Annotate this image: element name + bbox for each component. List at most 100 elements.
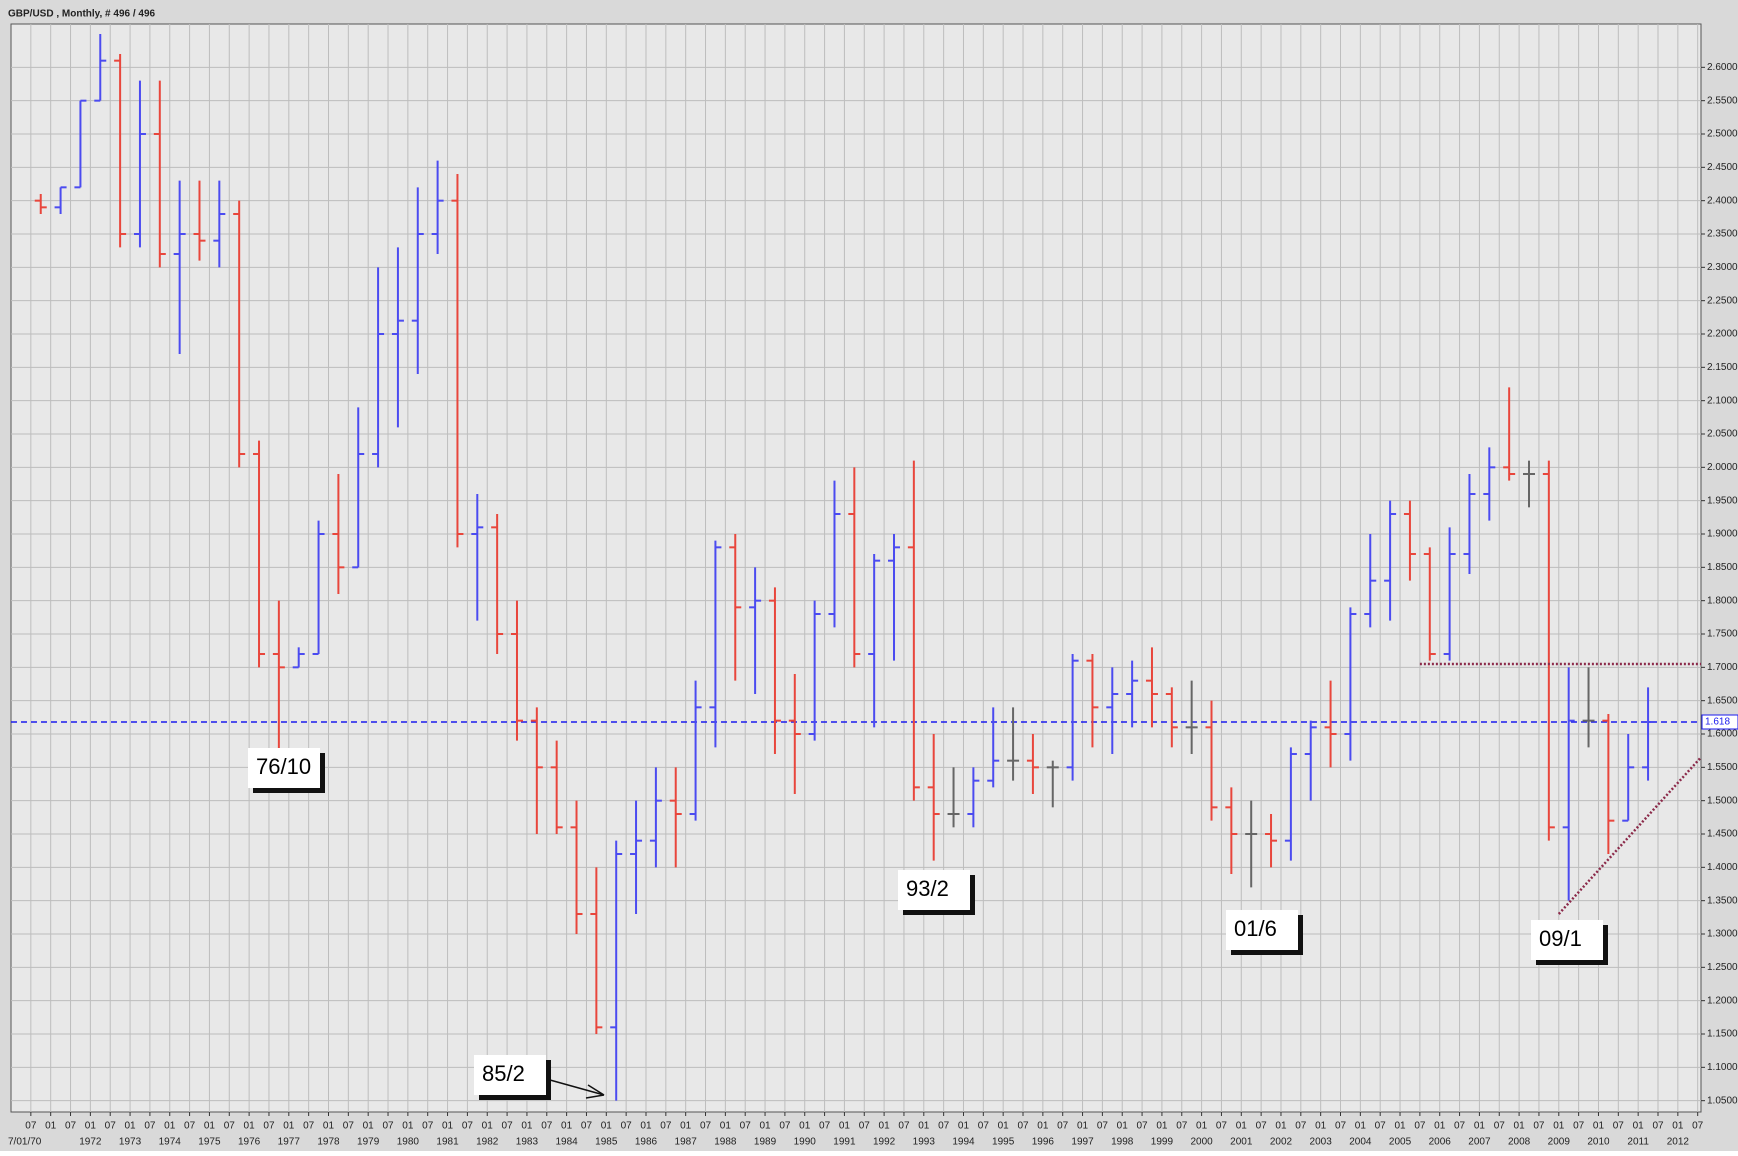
y-tick-label: 1.3500 (1707, 895, 1738, 906)
x-tick-label: 07 (502, 1121, 514, 1132)
ohlc-bar (491, 514, 504, 654)
annotation: 01/6 (1234, 916, 1277, 941)
x-tick-label: 01 (482, 1121, 494, 1132)
year-label: 1976 (238, 1137, 261, 1148)
x-tick-label: 07 (224, 1121, 236, 1132)
ohlc-bar (272, 600, 285, 761)
x-tick-label: 01 (1077, 1121, 1089, 1132)
x-tick-label: 01 (402, 1121, 414, 1132)
x-tick-label: 07 (184, 1121, 196, 1132)
year-label: 2007 (1468, 1137, 1491, 1148)
ohlc-bar (1145, 647, 1158, 728)
trend-line (1557, 756, 1702, 915)
x-tick-label: 07 (859, 1121, 871, 1132)
x-tick-label: 07 (1692, 1121, 1704, 1132)
year-label: 2000 (1190, 1137, 1213, 1148)
y-tick-label: 2.6000 (1707, 62, 1738, 73)
ohlc-bar (133, 80, 146, 248)
ohlc-bar (1423, 547, 1436, 661)
y-tick-label: 1.2000 (1707, 995, 1738, 1006)
x-tick-label: 07 (621, 1121, 633, 1132)
year-label: 2010 (1587, 1137, 1610, 1148)
annotation-box (248, 748, 320, 788)
x-tick-label: 07 (1613, 1121, 1625, 1132)
y-tick-label: 2.3500 (1707, 229, 1738, 240)
ohlc-bar (34, 194, 47, 214)
y-tick-label: 1.8000 (1707, 595, 1738, 606)
ohlc-bar (749, 567, 762, 694)
y-tick-label: 1.7500 (1707, 629, 1738, 640)
ohlc-bar (1562, 667, 1575, 901)
x-tick-label: 07 (1652, 1121, 1664, 1132)
x-tick-label: 01 (283, 1121, 295, 1132)
ohlc-bar (74, 99, 87, 189)
x-tick-label: 01 (1394, 1121, 1406, 1132)
x-tick-label: 01 (1434, 1121, 1446, 1132)
x-tick-label: 07 (1533, 1121, 1545, 1132)
year-label: 1979 (357, 1137, 380, 1148)
ohlc-bar (1344, 607, 1357, 761)
ohlc-bar (94, 34, 107, 102)
x-tick-label: 01 (1593, 1121, 1605, 1132)
year-label: 1988 (714, 1137, 737, 1148)
ohlc-bar (669, 767, 682, 868)
x-tick-label: 07 (1494, 1121, 1506, 1132)
ohlc-bar (510, 600, 523, 741)
year-label: 1980 (397, 1137, 420, 1148)
x-tick-label: 07 (1017, 1121, 1029, 1132)
x-tick-label: 01 (1156, 1121, 1168, 1132)
ohlc-bar (550, 740, 563, 834)
x-tick-label: 01 (879, 1121, 891, 1132)
ohlc-bar (1106, 667, 1119, 754)
ohlc-bar (1225, 787, 1238, 874)
y-tick-label: 1.3000 (1707, 929, 1738, 940)
y-tick-label: 2.4000 (1707, 195, 1738, 206)
year-label: 2001 (1230, 1137, 1253, 1148)
annotation-box (898, 870, 970, 910)
y-tick-label: 2.2500 (1707, 295, 1738, 306)
year-label: 2009 (1548, 1137, 1571, 1148)
y-tick-label: 2.1000 (1707, 395, 1738, 406)
ohlc-bar (967, 767, 980, 828)
ohlc-bar (530, 707, 543, 834)
ohlc-bar (193, 180, 206, 261)
y-tick-label: 2.2000 (1707, 329, 1738, 340)
ohlc-bar (391, 247, 404, 428)
ohlc-bar (1126, 660, 1139, 728)
ohlc-bar (153, 80, 166, 268)
ohlc-bar (1304, 720, 1317, 801)
x-tick-label: 01 (958, 1121, 970, 1132)
x-tick-label: 01 (759, 1121, 771, 1132)
x-tick-label: 01 (1275, 1121, 1287, 1132)
ohlc-bar (729, 534, 742, 681)
x-tick-label: 01 (363, 1121, 375, 1132)
x-tick-label: 01 (323, 1121, 335, 1132)
y-tick-label: 1.2500 (1707, 962, 1738, 973)
y-tick-label: 2.1500 (1707, 362, 1738, 373)
x-tick-label: 01 (442, 1121, 454, 1132)
x-tick-label: 07 (740, 1121, 752, 1132)
year-label: 1985 (595, 1137, 618, 1148)
x-tick-label: 01 (918, 1121, 930, 1132)
ohlc-bar (1007, 707, 1020, 781)
ohlc-bar (987, 707, 1000, 788)
x-tick-label: 07 (422, 1121, 434, 1132)
year-label: 1996 (1032, 1137, 1055, 1148)
y-tick-label: 1.1500 (1707, 1029, 1738, 1040)
x-tick-label: 07 (462, 1121, 474, 1132)
ohlc-bar (1463, 474, 1476, 574)
x-tick-label: 07 (1176, 1121, 1188, 1132)
ohlc-bar (372, 267, 385, 468)
ohlc-bar (1443, 527, 1456, 661)
ohlc-bar (927, 734, 940, 861)
x-tick-label: 01 (601, 1121, 613, 1132)
y-tick-label: 1.5500 (1707, 762, 1738, 773)
x-tick-label: 01 (85, 1121, 97, 1132)
ohlc-bar (808, 600, 821, 741)
x-tick-label: 01 (1236, 1121, 1248, 1132)
x-tick-label: 07 (25, 1121, 37, 1132)
year-label: 1999 (1151, 1137, 1174, 1148)
year-label: 2006 (1429, 1137, 1452, 1148)
x-tick-label: 01 (124, 1121, 136, 1132)
